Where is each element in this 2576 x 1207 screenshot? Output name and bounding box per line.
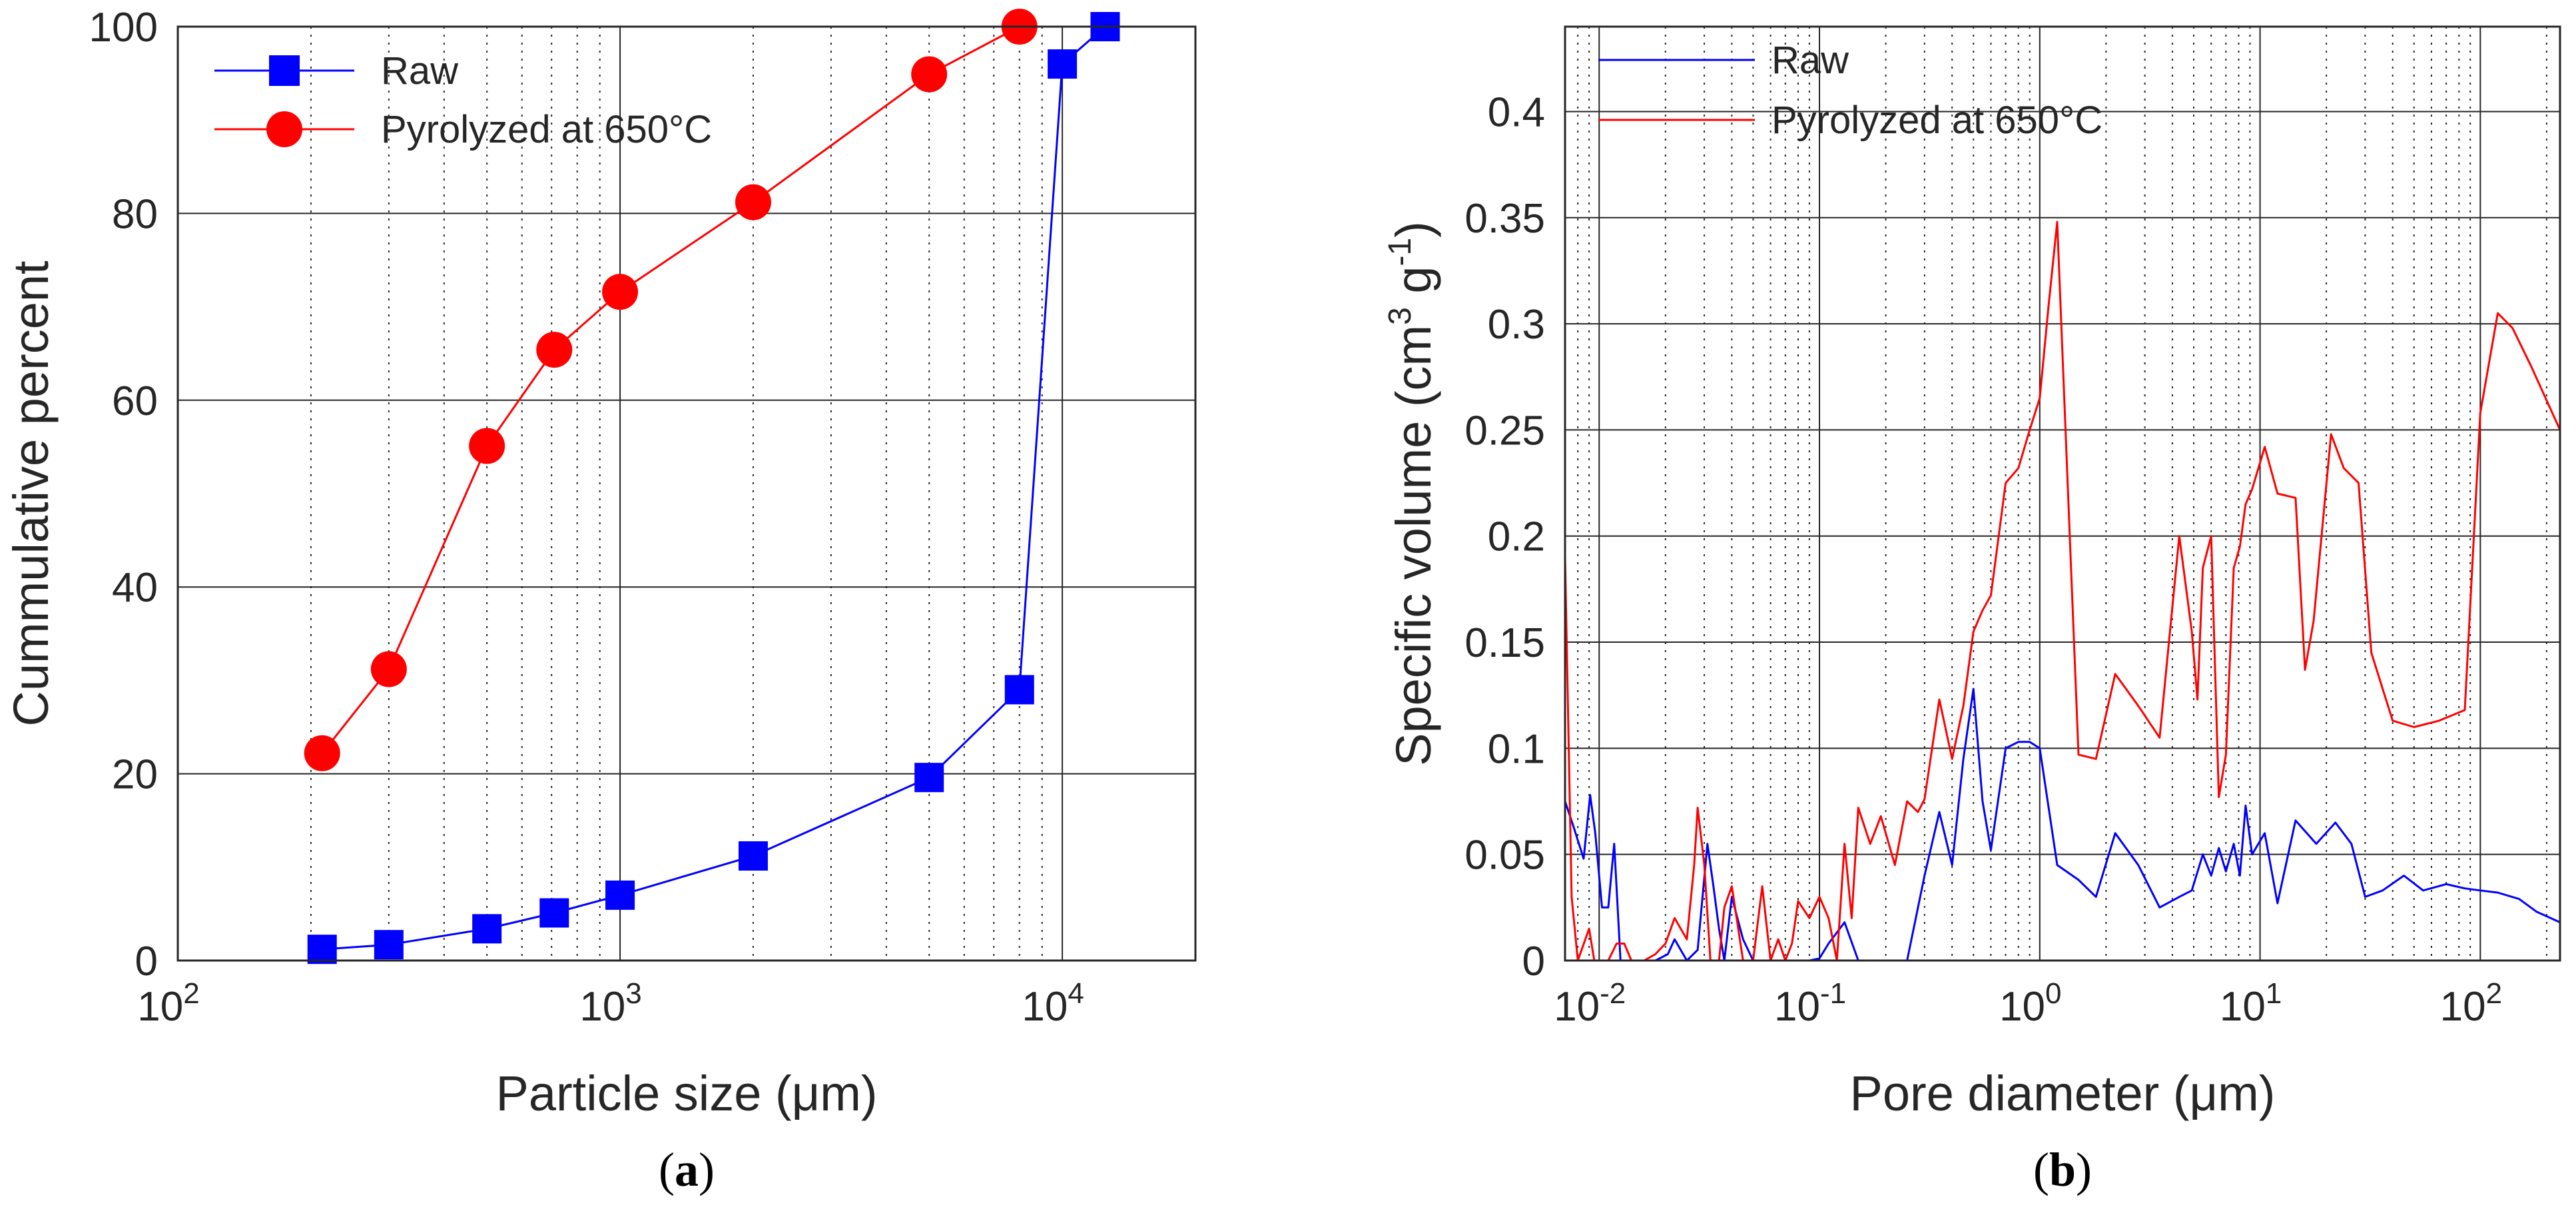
- y-axis-label-b: Specific volume (cm3 g-1): [1383, 221, 1441, 766]
- data-point-a-0-3: [539, 898, 569, 928]
- series-group-b: [1564, 220, 2561, 962]
- plot-area-b: [1565, 27, 2560, 961]
- panel-caption-letter-b: b: [2049, 1143, 2076, 1196]
- data-point-a-1-1: [370, 651, 407, 687]
- y-tick-label-a-4: 80: [112, 191, 158, 237]
- x-tick-label-a-0: 102: [137, 977, 199, 1030]
- x-tick-label-b-4-exp: 2: [2486, 977, 2502, 1010]
- x-tick-label-b-2-base: 10: [1999, 984, 2045, 1030]
- x-tick-label-b-2: 100: [1999, 977, 2061, 1030]
- plot-frame-b: [1564, 25, 2561, 962]
- series-line-b-1: [1564, 220, 2561, 962]
- x-tick-label-a-1-base: 10: [579, 984, 625, 1030]
- grid-b: [1565, 27, 2560, 961]
- y-tick-label-a-0: 0: [135, 939, 158, 985]
- y-tick-label-b-7: 0.35: [1464, 196, 1545, 242]
- x-axis-label-b: Pore diameter (μm): [1850, 1066, 2276, 1121]
- y-tick-label-b-6: 0.3: [1488, 302, 1545, 348]
- x-tick-label-b-2-exp: 0: [2045, 977, 2061, 1010]
- x-tick-label-a-0-base: 10: [137, 984, 183, 1030]
- x-tick-label-b-3: 101: [2220, 977, 2282, 1030]
- series-line-a-1: [321, 25, 1020, 754]
- legend-b: Raw Pyrolyzed at 650°C: [1598, 39, 2102, 142]
- x-tick-label-a-1: 103: [579, 977, 641, 1030]
- x-tick-label-b-1-base: 10: [1774, 984, 1820, 1030]
- plot-frame-a: [176, 25, 1197, 962]
- legend-label-pyro-b: Pyrolyzed at 650°C: [1771, 99, 2102, 142]
- y-tick-label-b-1: 0.05: [1464, 833, 1545, 879]
- data-point-a-0-2: [472, 914, 502, 944]
- y-tick-label-b-2: 0.1: [1488, 726, 1545, 772]
- panel-caption-letter-a: a: [675, 1143, 699, 1196]
- x-tick-label-a-0-exp: 2: [183, 977, 199, 1010]
- data-point-a-1-3: [536, 332, 573, 368]
- ticks-b: 00.050.10.150.20.250.30.350.410-2 10-1 100…: [1464, 89, 2502, 1030]
- y-tick-label-b-8: 0.4: [1488, 89, 1545, 135]
- y-tick-label-b-5: 0.25: [1464, 408, 1545, 454]
- y-tick-label-b-3: 0.15: [1464, 620, 1545, 666]
- y-axis-label-b-suffix: ): [1386, 221, 1441, 238]
- y-tick-label-b-0: 0: [1522, 939, 1545, 985]
- x-tick-label-b-1-exp: -1: [1820, 977, 1846, 1010]
- legend-a: Raw Pyrolyzed at 650°C: [214, 49, 712, 151]
- series-group-a: [304, 9, 1120, 965]
- panel-caption-a: (a): [659, 1143, 715, 1196]
- legend-marker-square-a: [269, 55, 300, 86]
- data-point-a-0-4: [605, 880, 635, 910]
- data-point-a-1-5: [735, 184, 771, 220]
- x-tick-label-b-0-exp: -2: [1600, 977, 1626, 1010]
- plot-area-a: [178, 27, 1195, 961]
- x-tick-label-b-0: 10-2: [1554, 977, 1626, 1030]
- x-tick-label-a-1-exp: 3: [625, 977, 641, 1010]
- x-tick-label-b-4: 102: [2440, 977, 2502, 1030]
- data-point-a-0-1: [374, 930, 404, 960]
- x-tick-label-b-0-base: 10: [1554, 984, 1600, 1030]
- data-point-a-0-7: [1004, 675, 1034, 705]
- y-tick-label-a-3: 60: [112, 378, 158, 424]
- y-axis-label-b-sup2: -1: [1383, 238, 1418, 266]
- legend-label-raw-b: Raw: [1771, 39, 1849, 82]
- data-point-a-1-6: [911, 56, 948, 93]
- data-point-a-1-4: [602, 274, 639, 310]
- data-point-a-0-0: [307, 935, 337, 965]
- data-point-a-0-8: [1048, 49, 1078, 79]
- y-axis-label-b-mid: g: [1386, 266, 1441, 307]
- x-tick-label-b-3-exp: 1: [2266, 977, 2282, 1010]
- chart-panel-b: 00.050.10.150.20.250.30.350.410-2 10-1 100…: [1383, 25, 2561, 1196]
- y-axis-label-b-prefix: Specific volume (cm: [1386, 325, 1441, 766]
- data-point-a-1-2: [469, 428, 505, 464]
- series-line-b-0: [1564, 687, 2561, 962]
- series-line-a-0: [322, 25, 1106, 951]
- data-point-a-0-6: [914, 763, 944, 793]
- data-point-a-0-5: [738, 841, 768, 871]
- y-tick-label-a-1: 20: [112, 752, 158, 798]
- y-tick-label-b-4: 0.2: [1488, 514, 1545, 560]
- y-axis-label-b-sup1: 3: [1383, 307, 1418, 325]
- y-axis-label-a: Cummulative percent: [3, 260, 59, 727]
- x-tick-label-b-1: 10-1: [1774, 977, 1846, 1030]
- legend-marker-circle-a: [266, 111, 302, 147]
- data-point-a-1-0: [304, 735, 340, 771]
- x-tick-label-b-3-base: 10: [2220, 984, 2266, 1030]
- legend-label-raw-a: Raw: [381, 49, 459, 93]
- x-tick-label-a-2: 104: [1022, 977, 1084, 1030]
- x-tick-label-a-2-exp: 4: [1068, 977, 1084, 1010]
- x-tick-label-b-4-base: 10: [2440, 984, 2486, 1030]
- x-axis-label-a: Particle size (μm): [495, 1066, 877, 1121]
- panel-caption-b: (b): [2033, 1143, 2092, 1196]
- legend-label-pyro-a: Pyrolyzed at 650°C: [381, 108, 712, 151]
- y-tick-label-a-5: 100: [89, 5, 158, 51]
- x-tick-label-a-2-base: 10: [1022, 984, 1068, 1030]
- y-tick-label-a-2: 40: [112, 565, 158, 611]
